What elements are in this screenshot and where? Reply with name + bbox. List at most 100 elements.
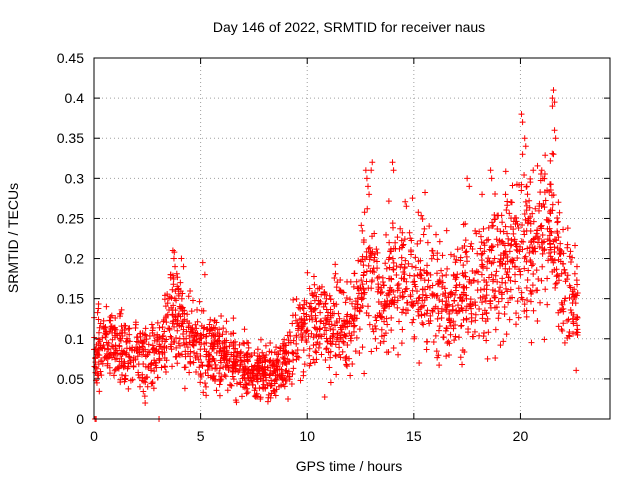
data-point [310,273,317,280]
data-point [472,302,479,309]
data-point [332,353,339,360]
data-point [559,260,566,267]
data-point [342,324,349,331]
data-point [267,383,274,390]
data-point [341,318,348,325]
data-point [118,306,125,313]
data-point [374,288,381,295]
data-point [412,254,419,261]
data-point [402,257,409,264]
data-point [369,159,376,166]
data-point [546,249,553,256]
data-point [311,306,318,313]
data-point [483,265,490,272]
data-point [529,210,536,217]
data-point [420,231,427,238]
data-point [404,307,411,314]
data-point [282,348,289,355]
data-point [457,354,464,361]
data-point [299,319,306,326]
data-point [316,325,323,332]
data-point [321,289,328,296]
data-point [142,375,149,382]
data-point [301,301,308,308]
data-point [390,288,397,295]
data-point [438,267,445,274]
data-point [194,318,201,325]
data-point [474,250,481,257]
data-point [502,285,509,292]
data-point [430,252,437,259]
data-point [407,293,414,300]
data-point [230,315,237,322]
data-point [521,211,528,218]
data-point [400,293,407,300]
data-point [149,324,156,331]
data-point [542,197,549,204]
data-point [569,315,576,322]
data-point [181,385,188,392]
data-point [393,263,400,270]
data-point [135,361,142,368]
data-point [519,151,526,158]
data-point [390,266,397,273]
data-point [94,372,101,379]
data-point [326,292,333,299]
data-point [290,350,297,357]
data-point [334,330,341,337]
data-point [317,318,324,325]
data-point [436,238,443,245]
data-point [475,269,482,276]
data-point [382,260,389,267]
data-point [504,288,511,295]
data-point [126,331,133,338]
data-point [555,234,562,241]
data-point [303,339,310,346]
data-point [518,181,525,188]
data-point [491,255,498,262]
data-point [316,340,323,347]
data-point [415,295,422,302]
data-point [460,262,467,269]
data-point [212,333,219,340]
data-point [440,334,447,341]
data-point [551,99,558,106]
data-point [512,241,519,248]
data-point [521,301,528,308]
data-point [217,376,224,383]
data-point [327,340,334,347]
data-point [386,264,393,271]
data-point [295,322,302,329]
data-point [395,351,402,358]
data-point [284,332,291,339]
data-point [553,280,560,287]
data-point [182,353,189,360]
data-point [323,346,330,353]
data-point [474,278,481,285]
data-point [524,245,531,252]
data-point [186,369,193,376]
data-point [148,321,155,328]
data-point [485,224,492,231]
data-point [546,188,553,195]
data-point [393,272,400,279]
data-point [292,317,299,324]
data-point [162,368,169,375]
data-point [509,259,516,266]
data-point [531,235,538,242]
data-point [343,295,350,302]
data-point [438,314,445,321]
data-point [300,372,307,379]
data-point [491,294,498,301]
data-point [538,222,545,229]
data-point [203,353,210,360]
data-point [241,340,248,347]
data-point [237,357,244,364]
data-point [356,308,363,315]
data-point [165,295,172,302]
data-point [239,393,246,400]
data-point [551,244,558,251]
data-point [552,135,559,142]
data-point [198,341,205,348]
data-point [414,240,421,247]
